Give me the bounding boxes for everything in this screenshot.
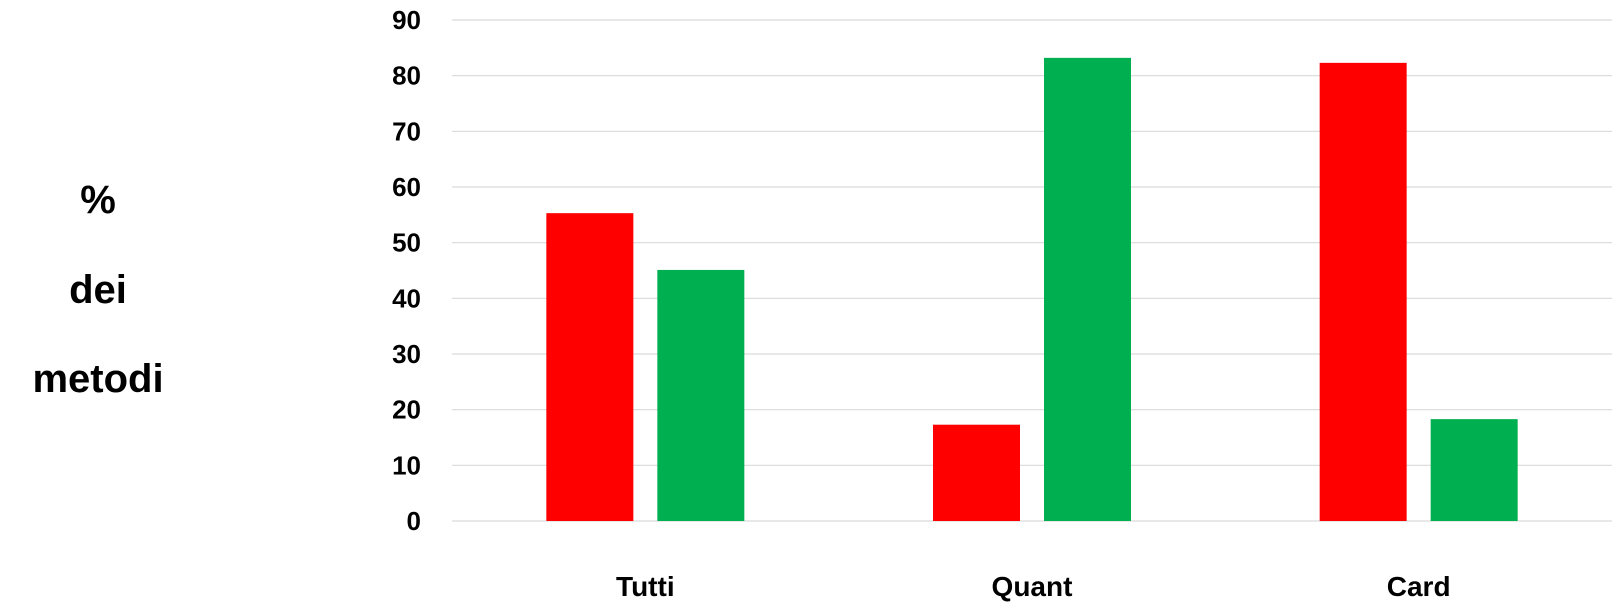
gridlines	[452, 19, 1612, 522]
y-tick-label: 70	[392, 116, 421, 146]
bar	[1319, 62, 1407, 521]
y-tick-label: 80	[392, 61, 421, 91]
y-axis-title: % dei metodi	[32, 178, 163, 401]
bar	[1430, 419, 1518, 521]
bar	[1044, 57, 1131, 521]
x-axis-labels: Tutti Quant Card	[616, 571, 1451, 602]
y-axis-ticks: 0 10 20 30 40 50 60 70 80 90	[392, 5, 421, 536]
y-tick-label: 30	[392, 339, 421, 369]
bar	[546, 213, 634, 521]
x-category-label: Quant	[992, 571, 1073, 602]
bar	[933, 424, 1020, 521]
y-axis-title-line: %	[80, 178, 116, 222]
y-tick-label: 20	[392, 395, 421, 425]
y-axis-title-line: metodi	[32, 357, 163, 401]
y-tick-label: 50	[392, 228, 421, 258]
y-tick-label: 0	[407, 506, 421, 536]
bar	[657, 269, 745, 521]
x-category-label: Card	[1387, 571, 1451, 602]
x-category-label: Tutti	[616, 571, 675, 602]
y-tick-label: 90	[392, 5, 421, 35]
y-axis-title-line: dei	[69, 268, 127, 312]
bars	[546, 57, 1518, 521]
y-tick-label: 60	[392, 172, 421, 202]
y-tick-label: 10	[392, 450, 421, 480]
y-tick-label: 40	[392, 283, 421, 313]
